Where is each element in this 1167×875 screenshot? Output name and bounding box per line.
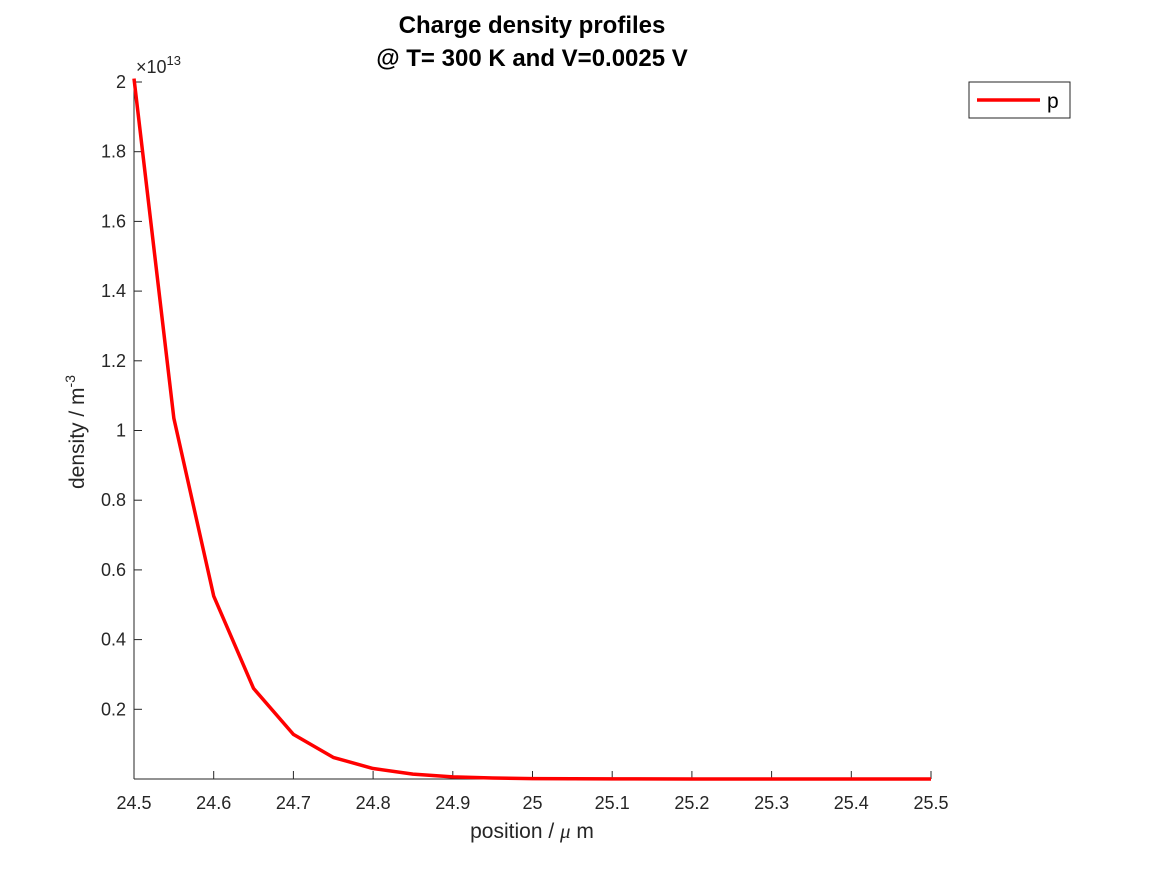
x-tick-label: 24.9 [435, 793, 470, 813]
y-exponent-label: ×1013 [136, 53, 181, 77]
y-tick-label: 0.6 [101, 560, 126, 580]
x-axis-label: position / μ m [470, 819, 594, 843]
x-tick-label: 24.6 [196, 793, 231, 813]
x-ticks: 24.5 24.6 24.7 24.8 24.9 25 25.1 25.2 25.3 25.4 25… [116, 771, 949, 813]
chart-title: Charge density profiles @ T= 300 K and V… [376, 12, 688, 72]
y-tick-label: 1.8 [101, 142, 126, 162]
y-tick-label: 2 [116, 72, 126, 92]
x-tick-label: 25.4 [834, 793, 869, 813]
legend: p [968, 81, 1071, 119]
legend-label-p: p [1047, 90, 1059, 113]
x-tick-label: 25.5 [913, 793, 948, 813]
y-tick-label: 0.4 [101, 630, 126, 650]
x-tick-label: 25 [522, 793, 542, 813]
y-tick-label: 1.2 [101, 351, 126, 371]
y-tick-label: 1.4 [101, 281, 126, 301]
x-tick-label: 25.3 [754, 793, 789, 813]
y-ticks: 0.2 0.4 0.6 0.8 1 1.2 1.4 1.6 1.8 2 [101, 72, 142, 719]
chart-title-line-2: @ T= 300 K and V=0.0025 V [376, 45, 688, 72]
plot-lines [132, 78, 932, 781]
y-tick-label: 1.6 [101, 211, 126, 231]
y-axis-label: density / m-3 [62, 375, 89, 489]
x-tick-label: 24.5 [116, 793, 151, 813]
x-tick-label: 25.2 [674, 793, 709, 813]
chart-title-line-1: Charge density profiles [399, 12, 666, 39]
y-tick-label: 1 [116, 421, 126, 441]
x-tick-label: 24.7 [276, 793, 311, 813]
x-tick-label: 25.1 [595, 793, 630, 813]
x-tick-label: 24.8 [356, 793, 391, 813]
y-tick-label: 0.2 [101, 699, 126, 719]
y-tick-label: 0.8 [101, 490, 126, 510]
series-line-p [132, 78, 932, 781]
